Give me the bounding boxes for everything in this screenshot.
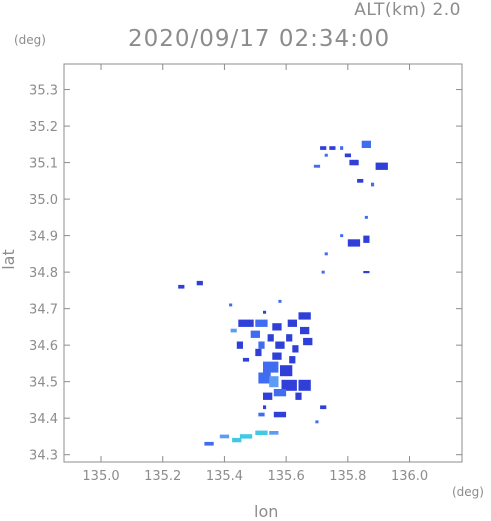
echo-cell-3: [340, 146, 344, 150]
y-tick-label-3: 34.6: [29, 339, 58, 354]
x-unit-label: (deg): [452, 485, 484, 499]
echo-cell-58: [239, 434, 253, 439]
echo-cell-20: [229, 303, 233, 307]
echo-cell-45: [269, 376, 279, 388]
echo-cell-19: [178, 284, 185, 289]
echo-cell-59: [255, 430, 268, 435]
echo-cell-6: [361, 140, 371, 148]
echo-cell-11: [364, 215, 368, 219]
x-tick-label-0: 135.0: [82, 469, 119, 484]
echo-cell-53: [258, 412, 265, 417]
echo-cell-50: [295, 392, 302, 400]
echo-cell-44: [258, 372, 271, 384]
x-axis-label: lon: [254, 502, 279, 521]
echo-cell-61: [204, 441, 214, 446]
x-tick-label-5: 136.0: [391, 469, 428, 484]
y-tick-label-7: 35.0: [29, 193, 58, 208]
echo-cell-37: [292, 345, 299, 353]
echo-cell-30: [250, 330, 260, 338]
echo-cell-13: [347, 239, 361, 247]
echo-cells: [178, 140, 388, 446]
echo-cell-42: [263, 361, 279, 373]
echo-cell-35: [258, 341, 265, 349]
echo-cell-18: [196, 280, 203, 286]
echo-cell-4: [344, 153, 351, 158]
echo-cell-24: [238, 319, 254, 327]
echo-cell-56: [219, 434, 230, 439]
echo-cell-38: [255, 348, 262, 357]
echo-cell-33: [303, 337, 313, 346]
y-tick-label-10: 35.3: [29, 84, 58, 99]
y-tick-label-1: 34.4: [29, 412, 58, 427]
altitude-label: ALT(km) 2.0: [354, 0, 461, 20]
echo-cell-34: [236, 341, 243, 349]
echo-cell-51: [263, 405, 267, 410]
echo-cell-14: [363, 235, 370, 243]
echo-cell-21: [278, 299, 282, 303]
y-tick-label-6: 34.9: [29, 230, 58, 245]
echo-cell-28: [300, 326, 310, 335]
echo-cell-32: [286, 334, 293, 342]
plot-frame: [63, 63, 463, 463]
echo-cell-0: [320, 146, 327, 150]
x-tick-label-3: 135.6: [268, 469, 305, 484]
echo-cell-1: [329, 146, 336, 150]
echo-cell-47: [298, 379, 311, 391]
echo-cell-25: [255, 319, 268, 327]
echo-cell-26: [272, 323, 282, 331]
echo-cell-39: [272, 352, 282, 360]
echo-cell-7: [375, 162, 388, 170]
echo-cell-46: [281, 379, 297, 391]
chart-title: 2020/09/17 02:34:00: [128, 26, 391, 52]
echo-cell-55: [315, 420, 319, 424]
echo-cell-29: [230, 328, 237, 333]
echo-cell-16: [321, 270, 325, 274]
echo-cell-10: [371, 182, 375, 187]
echo-cell-49: [263, 392, 273, 400]
echo-cell-48: [273, 389, 287, 397]
echo-cell-9: [357, 179, 364, 183]
y-tick-label-8: 35.1: [29, 157, 58, 172]
echo-cell-36: [275, 341, 285, 349]
echo-cell-5: [349, 159, 359, 166]
y-ticks: 34.3 34.4 34.5 34.6 34.7 34.8 34.9 35.0 35.1 35.2…: [29, 84, 462, 464]
echo-cell-31: [267, 334, 274, 342]
y-unit-label: (deg): [14, 33, 46, 47]
y-tick-label-4: 34.7: [29, 303, 58, 318]
echo-cell-23: [298, 312, 311, 320]
x-ticks: 135.0 135.2 135.4 135.6 135.8 136.0: [82, 64, 428, 484]
echo-cell-57: [232, 437, 242, 443]
y-tick-label-2: 34.5: [29, 376, 58, 391]
echo-cell-54: [320, 405, 327, 410]
echo-cell-22: [263, 310, 267, 314]
y-tick-label-0: 34.3: [29, 449, 58, 464]
y-tick-label-5: 34.8: [29, 266, 58, 281]
echo-cell-41: [242, 357, 250, 362]
echo-cell-40: [289, 356, 296, 364]
echo-cell-12: [340, 234, 344, 238]
echo-cell-17: [363, 271, 370, 274]
y-tick-label-9: 35.2: [29, 120, 58, 135]
echo-cell-27: [287, 319, 297, 327]
x-tick-label-4: 135.8: [329, 469, 366, 484]
echo-cell-52: [273, 411, 287, 418]
echo-cell-43: [280, 365, 293, 377]
echo-cell-60: [269, 431, 279, 435]
echo-cell-15: [324, 252, 328, 256]
echo-cell-8: [313, 164, 321, 168]
echo-cell-2: [324, 153, 328, 157]
x-tick-label-1: 135.2: [144, 469, 181, 484]
x-tick-label-2: 135.4: [206, 469, 243, 484]
